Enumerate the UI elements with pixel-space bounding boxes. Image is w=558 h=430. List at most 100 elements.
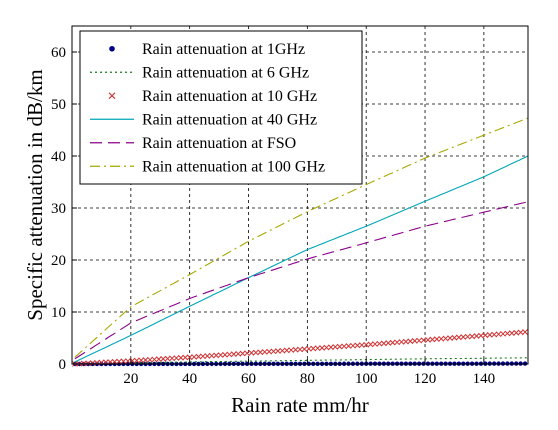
series-marker <box>504 330 511 337</box>
y-axis-label: Specific attenuation in dB/km <box>23 69 47 320</box>
legend-item: Rain attenuation at 1GHz <box>109 41 305 58</box>
series-marker <box>310 345 317 352</box>
series-marker <box>345 343 352 349</box>
series-marker <box>253 349 259 356</box>
series-marker <box>89 360 96 366</box>
legend-item: Rain attenuation at 6 GHz <box>90 64 309 81</box>
series-line <box>74 357 528 365</box>
series-marker <box>425 336 431 343</box>
series-marker <box>398 339 405 345</box>
series-marker <box>200 353 206 360</box>
series-marker <box>283 347 290 354</box>
series-marker <box>244 350 250 357</box>
series-marker <box>380 340 387 347</box>
series-marker <box>270 348 277 355</box>
series-2 <box>72 329 528 367</box>
series-marker <box>142 357 149 363</box>
series-marker <box>522 329 528 335</box>
series-marker <box>297 346 303 353</box>
series-marker <box>305 345 312 352</box>
series-5 <box>74 117 529 358</box>
legend-label: Rain attenuation at 10 GHz <box>142 88 317 105</box>
series-marker <box>138 357 144 364</box>
series-marker <box>226 351 233 358</box>
series-marker <box>80 360 87 367</box>
series-marker <box>367 341 374 348</box>
legend-label: Rain attenuation at 100 GHz <box>142 158 325 175</box>
series-marker <box>508 330 515 336</box>
series-marker <box>438 335 445 342</box>
series-marker <box>394 339 400 346</box>
series-marker <box>217 352 224 358</box>
series-marker <box>288 347 295 353</box>
series-marker <box>208 352 215 359</box>
series-marker <box>266 348 272 355</box>
series-marker <box>442 335 449 342</box>
series-marker <box>500 330 506 337</box>
series-marker <box>275 348 281 354</box>
series-marker <box>177 354 184 361</box>
series-marker <box>301 346 308 352</box>
series-marker <box>328 344 334 351</box>
y-tick-label: 40 <box>51 149 66 165</box>
series-marker <box>261 349 268 355</box>
legend-label: Rain attenuation at 1GHz <box>142 41 305 58</box>
y-tick-label: 50 <box>51 97 66 113</box>
series-marker <box>195 353 202 360</box>
legend-item: Rain attenuation at 10 GHz <box>108 88 317 105</box>
series-marker <box>403 338 409 345</box>
x-tick-label: 140 <box>473 371 496 387</box>
series-marker <box>464 333 471 340</box>
series-4 <box>74 201 529 360</box>
y-tick-label: 60 <box>51 45 66 61</box>
series-marker <box>469 333 475 340</box>
series-marker <box>517 329 524 336</box>
y-tick-label: 0 <box>59 357 67 373</box>
legend-label: Rain attenuation at 6 GHz <box>142 64 309 81</box>
legend-item: Rain attenuation at 40 GHz <box>90 111 317 128</box>
series-marker <box>120 358 127 365</box>
legend-item: Rain attenuation at FSO <box>90 135 296 152</box>
series-marker <box>389 339 396 346</box>
y-tick-label: 30 <box>51 201 66 217</box>
series-marker <box>213 352 220 359</box>
x-tick-label: 60 <box>241 371 256 387</box>
series-marker <box>257 349 264 356</box>
series-marker <box>279 347 286 354</box>
series-marker <box>164 355 171 362</box>
series-marker <box>111 358 118 365</box>
series-marker <box>460 334 467 340</box>
y-tick-label: 20 <box>51 253 66 269</box>
legend: Rain attenuation at 1GHz Rain attenuation… <box>79 30 363 185</box>
legend-item: Rain attenuation at 100 GHz <box>90 158 325 175</box>
x-tick-label: 120 <box>414 371 437 387</box>
series-marker <box>491 331 498 338</box>
y-tick-label: 10 <box>51 305 66 321</box>
series-marker <box>411 338 418 344</box>
series-marker <box>239 350 246 357</box>
series-marker <box>147 356 153 363</box>
series-marker <box>473 333 480 339</box>
series-marker <box>319 345 325 351</box>
series-marker <box>451 334 458 341</box>
series-line <box>74 117 529 358</box>
series-marker <box>486 332 493 338</box>
series-marker <box>235 350 242 357</box>
series-marker <box>372 341 378 347</box>
series-marker <box>332 344 339 350</box>
series-marker <box>341 343 347 350</box>
legend-box <box>79 30 363 185</box>
series-marker <box>204 353 211 359</box>
x-tick-label: 20 <box>123 371 138 387</box>
series-marker <box>222 351 228 358</box>
series-marker <box>160 356 167 362</box>
series-line <box>74 201 529 360</box>
plot-frame <box>71 25 529 365</box>
series-marker <box>292 346 299 353</box>
series-marker <box>182 354 189 361</box>
x-axis-label: Rain rate mm/hr <box>231 393 369 417</box>
series-marker <box>447 335 453 341</box>
series-marker <box>350 342 356 349</box>
series-marker <box>230 351 237 357</box>
